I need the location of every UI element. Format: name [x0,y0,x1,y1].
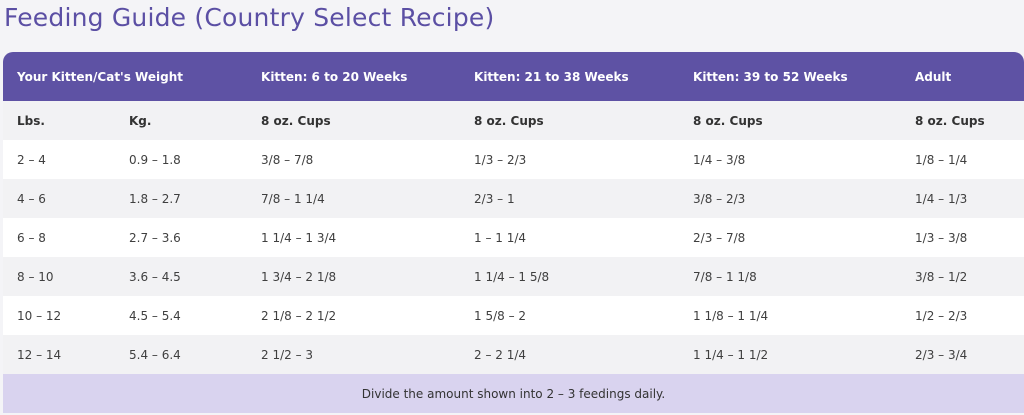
cell-lbs: 6 – 8 [3,218,115,257]
table-row: 10 – 12 4.5 – 5.4 2 1/8 – 2 1/2 1 5/8 – … [3,296,1024,335]
units-adult: 8 oz. Cups [901,101,1024,140]
cell-kitten-6-20: 3/8 – 7/8 [247,140,461,179]
cell-lbs: 8 – 10 [3,257,115,296]
feeding-guide-table-container: Your Kitten/Cat's Weight Kitten: 6 to 20… [3,52,1024,413]
cell-kg: 5.4 – 6.4 [115,335,248,374]
feeding-note: Divide the amount shown into 2 – 3 feedi… [3,374,1024,413]
page-title: Feeding Guide (Country Select Recipe) [4,3,495,32]
table-row: 8 – 10 3.6 – 4.5 1 3/4 – 2 1/8 1 1/4 – 1… [3,257,1024,296]
table-row: 6 – 8 2.7 – 3.6 1 1/4 – 1 3/4 1 – 1 1/4 … [3,218,1024,257]
cell-kitten-21-38: 1 1/4 – 1 5/8 [460,257,680,296]
header-weight: Your Kitten/Cat's Weight [17,69,183,84]
table-row: 2 – 4 0.9 – 1.8 3/8 – 7/8 1/3 – 2/3 1/4 … [3,140,1024,179]
table-header-row: Your Kitten/Cat's Weight Kitten: 6 to 20… [3,52,1024,101]
cell-kitten-6-20: 2 1/8 – 2 1/2 [247,296,461,335]
cell-adult: 1/4 – 1/3 [901,179,1024,218]
cell-lbs: 12 – 14 [3,335,115,374]
cell-kitten-21-38: 1 5/8 – 2 [460,296,680,335]
cell-kg: 2.7 – 3.6 [115,218,248,257]
cell-adult: 1/3 – 3/8 [901,218,1024,257]
header-kitten-21-38: Kitten: 21 to 38 Weeks [474,69,629,84]
cell-kitten-21-38: 2/3 – 1 [460,179,680,218]
header-adult: Adult [915,69,952,84]
cell-adult: 3/8 – 1/2 [901,257,1024,296]
cell-kitten-21-38: 1/3 – 2/3 [460,140,680,179]
header-kitten-6-20: Kitten: 6 to 20 Weeks [261,69,408,84]
cell-kitten-39-52: 1/4 – 3/8 [679,140,902,179]
cell-adult: 2/3 – 3/4 [901,335,1024,374]
feeding-guide-table: Your Kitten/Cat's Weight Kitten: 6 to 20… [3,52,1024,413]
units-kitten-39-52: 8 oz. Cups [679,101,902,140]
cell-kitten-39-52: 1 1/8 – 1 1/4 [679,296,902,335]
cell-lbs: 10 – 12 [3,296,115,335]
cell-lbs: 4 – 6 [3,179,115,218]
cell-adult: 1/8 – 1/4 [901,140,1024,179]
cell-kg: 1.8 – 2.7 [115,179,248,218]
cell-kg: 3.6 – 4.5 [115,257,248,296]
cell-kitten-21-38: 2 – 2 1/4 [460,335,680,374]
cell-kitten-6-20: 1 1/4 – 1 3/4 [247,218,461,257]
units-kitten-6-20: 8 oz. Cups [247,101,461,140]
cell-kitten-6-20: 2 1/2 – 3 [247,335,461,374]
cell-kitten-39-52: 2/3 – 7/8 [679,218,902,257]
cell-kitten-39-52: 3/8 – 2/3 [679,179,902,218]
cell-kg: 4.5 – 5.4 [115,296,248,335]
units-lbs: Lbs. [3,101,115,140]
units-row: Lbs. Kg. 8 oz. Cups 8 oz. Cups 8 oz. Cup… [3,101,1024,140]
cell-kitten-39-52: 7/8 – 1 1/8 [679,257,902,296]
header-kitten-39-52: Kitten: 39 to 52 Weeks [693,69,848,84]
cell-kitten-6-20: 1 3/4 – 2 1/8 [247,257,461,296]
table-row: 4 – 6 1.8 – 2.7 7/8 – 1 1/4 2/3 – 1 3/8 … [3,179,1024,218]
cell-kitten-39-52: 1 1/4 – 1 1/2 [679,335,902,374]
cell-kg: 0.9 – 1.8 [115,140,248,179]
table-row: 12 – 14 5.4 – 6.4 2 1/2 – 3 2 – 2 1/4 1 … [3,335,1024,374]
cell-adult: 1/2 – 2/3 [901,296,1024,335]
units-kitten-21-38: 8 oz. Cups [460,101,680,140]
units-kg: Kg. [115,101,248,140]
note-row: Divide the amount shown into 2 – 3 feedi… [3,374,1024,413]
cell-lbs: 2 – 4 [3,140,115,179]
cell-kitten-21-38: 1 – 1 1/4 [460,218,680,257]
cell-kitten-6-20: 7/8 – 1 1/4 [247,179,461,218]
